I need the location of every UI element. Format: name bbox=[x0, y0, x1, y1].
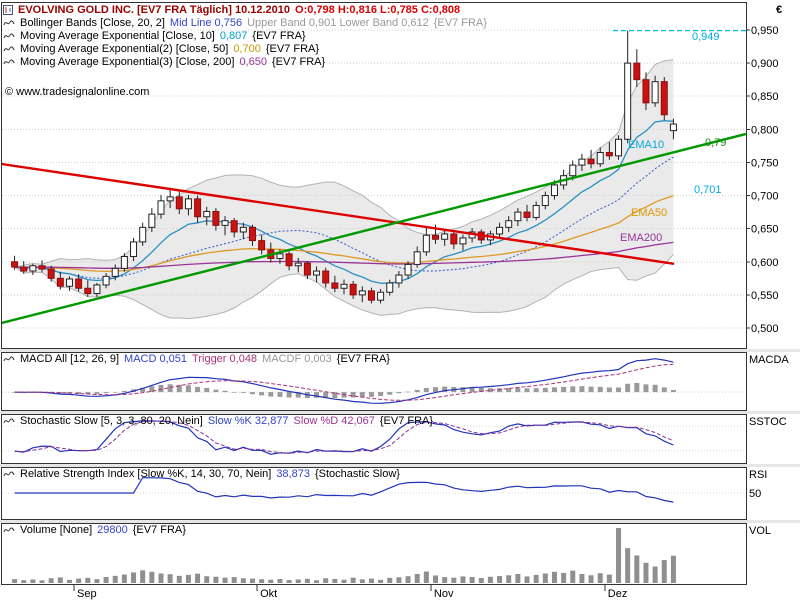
svg-text:0,750: 0,750 bbox=[751, 157, 779, 169]
macd-forest: MACDF 0,003 bbox=[262, 353, 332, 365]
ohlc-values: O:0,798 H:0,816 L:0,785 C:0,808 bbox=[295, 3, 461, 16]
stoch-symbol: {EV7 FRA} bbox=[379, 415, 434, 427]
ema10-value: 0,807 bbox=[219, 29, 248, 42]
panel-splitter[interactable] bbox=[0, 520, 800, 523]
legend-row-symbol[interactable]: EVOLVING GOLD INC. [EV7 FRA Täglich] 10.… bbox=[3, 3, 487, 16]
panel-splitter[interactable] bbox=[0, 464, 800, 467]
price-axis[interactable] bbox=[747, 0, 800, 584]
volume-legend[interactable]: Volume [None] 29800 {EV7 FRA} bbox=[3, 524, 186, 536]
ema10-name: Moving Average Exponential [Close, 10] bbox=[20, 29, 215, 42]
volume-symbol: {EV7 FRA} bbox=[132, 524, 186, 536]
macd-symbol: {EV7 FRA} bbox=[336, 353, 390, 365]
ema50-name: Moving Average Exponential(2) [Close, 50… bbox=[20, 42, 229, 55]
svg-text:0,850: 0,850 bbox=[751, 91, 779, 103]
svg-text:Dez: Dez bbox=[608, 588, 628, 600]
macd-legend[interactable]: MACD All [12, 26, 9] MACD 0,051 Trigger … bbox=[3, 353, 390, 365]
macd-trigger: Trigger 0,048 bbox=[192, 353, 258, 365]
bollinger-name: Bollinger Bands [Close, 20, 2] bbox=[20, 16, 165, 29]
main-chart-legend: EVOLVING GOLD INC. [EV7 FRA Täglich] 10.… bbox=[3, 3, 487, 68]
ema200-symbol: {EV7 FRA} bbox=[271, 55, 326, 68]
svg-text:0,550: 0,550 bbox=[751, 290, 779, 302]
bollinger-midline: Mid Line 0,756 bbox=[169, 16, 243, 29]
svg-text:0,900: 0,900 bbox=[751, 58, 779, 70]
svg-text:EMA10: EMA10 bbox=[628, 139, 664, 151]
svg-text:EMA200: EMA200 bbox=[620, 232, 662, 244]
svg-text:50: 50 bbox=[749, 488, 761, 500]
rsi-name: Relative Strength Index [Slow %K, 14, 30… bbox=[20, 468, 272, 480]
wave-icon bbox=[3, 525, 15, 535]
rsi-legend[interactable]: Relative Strength Index [Slow %K, 14, 30… bbox=[3, 468, 400, 480]
bollinger-bands: Upper Band 0,901 Lower Band 0,612 bbox=[247, 16, 429, 29]
wave-icon bbox=[3, 354, 15, 364]
ema50-value: 0,700 bbox=[233, 42, 261, 55]
ema50-symbol: {EV7 FRA} bbox=[265, 42, 320, 55]
stoch-d-value: Slow %D 42,067 bbox=[293, 415, 375, 427]
svg-text:0,700: 0,700 bbox=[751, 191, 779, 203]
svg-text:SSTOC: SSTOC bbox=[749, 416, 787, 428]
svg-text:MACDA: MACDA bbox=[749, 354, 789, 366]
svg-text:€: € bbox=[776, 4, 782, 16]
panel-splitter[interactable] bbox=[0, 349, 800, 352]
svg-text:0,600: 0,600 bbox=[751, 257, 779, 269]
svg-text:VOL: VOL bbox=[749, 525, 771, 537]
legend-row-ema200[interactable]: Moving Average Exponential(3) [Close, 20… bbox=[3, 55, 487, 68]
svg-text:0,650: 0,650 bbox=[751, 224, 779, 236]
legend-row-ema10[interactable]: Moving Average Exponential [Close, 10] 0… bbox=[3, 29, 487, 42]
bollinger-symbol: {EV7 FRA} bbox=[433, 16, 487, 29]
wave-icon bbox=[3, 44, 15, 54]
stochastic-legend[interactable]: Stochastic Slow [5, 3, 3, 80, 20, Nein] … bbox=[3, 415, 433, 427]
svg-text:EMA50: EMA50 bbox=[631, 207, 667, 219]
symbol-title: EVOLVING GOLD INC. [EV7 FRA Täglich] 10.… bbox=[18, 3, 291, 16]
volume-name: Volume [None] bbox=[20, 524, 93, 536]
svg-text:RSI: RSI bbox=[749, 469, 767, 481]
svg-text:0,950: 0,950 bbox=[751, 25, 779, 37]
svg-text:0,800: 0,800 bbox=[751, 124, 779, 136]
svg-text:0,79: 0,79 bbox=[705, 137, 726, 149]
svg-text:0,500: 0,500 bbox=[751, 323, 779, 335]
panel-splitter[interactable] bbox=[0, 411, 800, 414]
candlestick-chart-icon bbox=[3, 4, 13, 15]
copyright-link[interactable]: © www.tradesignalonline.com bbox=[5, 86, 150, 98]
svg-text:Okt: Okt bbox=[260, 588, 277, 600]
legend-row-ema50[interactable]: Moving Average Exponential(2) [Close, 50… bbox=[3, 42, 487, 55]
wave-icon bbox=[3, 57, 15, 67]
legend-row-bollinger[interactable]: Bollinger Bands [Close, 20, 2] Mid Line … bbox=[3, 16, 487, 29]
rsi-value: 38,873 bbox=[276, 468, 310, 480]
macd-name: MACD All [12, 26, 9] bbox=[20, 353, 120, 365]
svg-text:Sep: Sep bbox=[77, 588, 97, 600]
ema10-symbol: {EV7 FRA} bbox=[252, 29, 306, 42]
wave-icon bbox=[3, 469, 15, 479]
wave-icon bbox=[3, 31, 15, 41]
svg-text:Nov: Nov bbox=[434, 588, 454, 600]
time-axis[interactable] bbox=[0, 585, 746, 600]
svg-text:0,701: 0,701 bbox=[694, 184, 722, 196]
wave-icon bbox=[3, 416, 15, 426]
macd-value: MACD 0,051 bbox=[124, 353, 188, 365]
volume-value: 29800 bbox=[97, 524, 128, 536]
ema200-value: 0,650 bbox=[239, 55, 267, 68]
stoch-name: Stochastic Slow [5, 3, 3, 80, 20, Nein] bbox=[20, 415, 203, 427]
stoch-k-value: Slow %K 32,877 bbox=[207, 415, 289, 427]
svg-text:0,949: 0,949 bbox=[692, 31, 720, 43]
rsi-symbol: {Stochastic Slow} bbox=[314, 468, 400, 480]
wave-icon bbox=[3, 18, 15, 28]
ema200-name: Moving Average Exponential(3) [Close, 20… bbox=[20, 55, 235, 68]
